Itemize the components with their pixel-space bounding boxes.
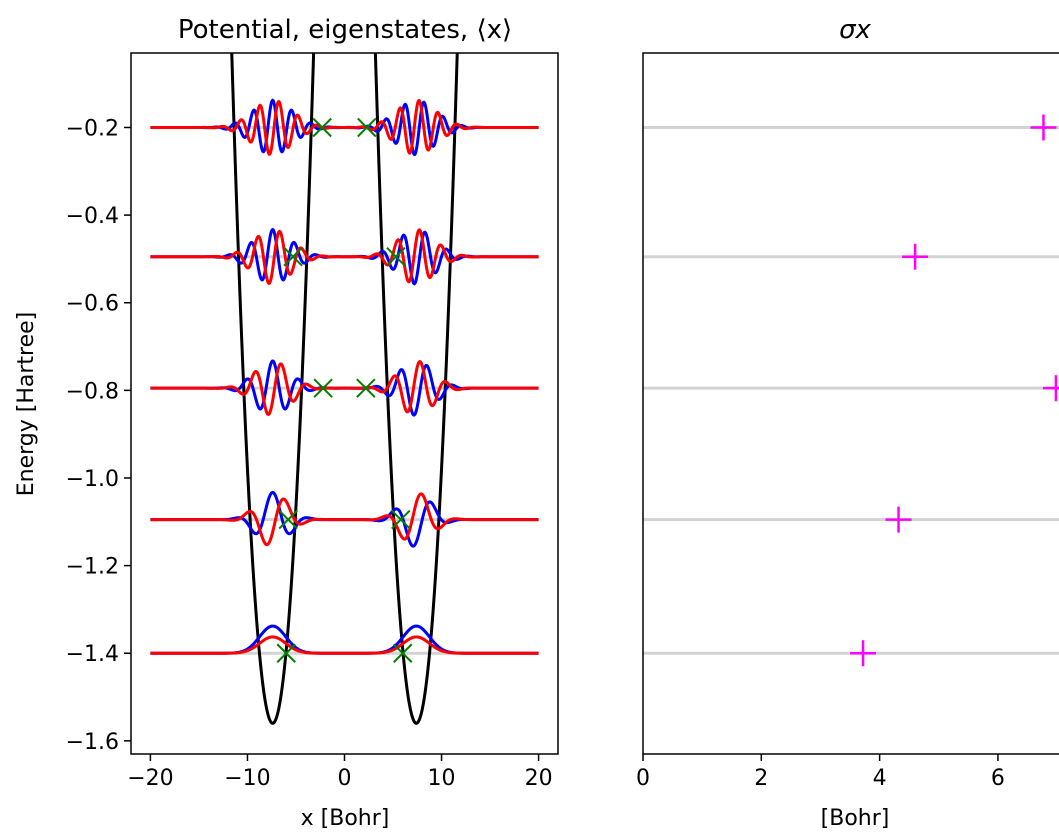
wavefunction-imag-curve: [150, 228, 539, 285]
sigma-marker: [1030, 114, 1057, 141]
left-y-axis-label: Energy [Hartree]: [14, 312, 39, 497]
sigma-marker: [885, 506, 912, 533]
left-x-axis-label: x [Bohr]: [301, 806, 390, 831]
expectation-x-marker: [386, 247, 406, 267]
left-y-tick: −1.2: [66, 555, 131, 580]
right-x-tick: 6: [991, 754, 1005, 791]
left-y-tick: −0.8: [66, 379, 131, 404]
right-plot-area: [643, 114, 1059, 667]
right-x-tick-label: 6: [991, 766, 1005, 791]
wavefunction-real-curve: [150, 624, 539, 655]
expectation-markers: [276, 117, 413, 663]
left-y-tick: −0.2: [66, 116, 131, 141]
right-x-tick-label: 2: [754, 766, 768, 791]
wavefunction-imag-curve: [150, 492, 539, 547]
left-panel: −20 −10 0 10 20 −1.6 −1.4 −1.2 −1.0 −0.8 −0.6 −0.4…: [14, 15, 559, 831]
expectation-x-marker: [312, 117, 332, 138]
left-x-tick-label: 10: [428, 766, 456, 791]
left-x-tick-label: 0: [338, 766, 352, 791]
right-panel: 0 2 4 6 σx [Bohr]: [636, 15, 1059, 831]
left-y-ticks: −1.6 −1.4 −1.2 −1.0 −0.8 −0.6 −0.4 −0.2: [66, 116, 131, 755]
left-x-ticks: −20 −10 0 10 20: [127, 754, 553, 791]
sigma-marker: [850, 640, 877, 667]
wavefunction-imag-curve: [150, 99, 539, 156]
wavefunction-imag-curve: [150, 360, 539, 417]
right-x-tick: 0: [636, 754, 650, 791]
left-y-tick: −1.6: [66, 730, 131, 755]
expectation-x-marker: [283, 247, 303, 267]
left-y-tick-label: −1.6: [66, 730, 119, 755]
wavefunction-imag-curve: [150, 635, 539, 655]
right-x-tick-label: 4: [873, 766, 887, 791]
left-x-tick: −10: [224, 754, 271, 791]
expectation-x-marker: [356, 378, 376, 398]
potential-curve: [230, 53, 459, 725]
left-y-tick: −0.4: [66, 204, 131, 229]
left-y-tick-label: −0.4: [66, 204, 119, 229]
left-x-tick: −20: [127, 754, 174, 791]
left-y-tick: −0.6: [66, 292, 131, 317]
left-y-tick-label: −1.4: [66, 642, 119, 667]
expectation-x-marker: [393, 643, 413, 663]
expectation-x-marker: [313, 378, 333, 398]
left-y-tick: −1.0: [66, 467, 131, 492]
left-y-tick-label: −1.0: [66, 467, 119, 492]
right-energy-level-lines: [643, 125, 1059, 655]
right-axes-frame: [642, 52, 1059, 755]
left-plot-area: [150, 53, 539, 725]
sigma-markers: [850, 114, 1059, 667]
left-x-tick-label: 20: [525, 766, 553, 791]
right-x-ticks: 0 2 4 6: [636, 754, 1005, 791]
left-y-tick-label: −0.6: [66, 292, 119, 317]
expectation-x-marker: [278, 509, 298, 530]
left-y-tick: −1.4: [66, 642, 131, 667]
left-y-tick-label: −0.8: [66, 379, 119, 404]
expectation-x-marker: [391, 509, 411, 530]
sigma-marker: [1042, 375, 1059, 402]
left-x-tick: 0: [338, 754, 352, 791]
right-chart-title: σx: [839, 15, 871, 45]
left-x-tick: 10: [428, 754, 456, 791]
left-y-tick-label: −0.2: [66, 116, 119, 141]
left-axes-frame: [130, 52, 559, 755]
left-chart-title: Potential, eigenstates, ⟨x⟩: [178, 15, 512, 45]
expectation-x-marker: [276, 643, 296, 663]
right-x-tick-label: 0: [636, 766, 650, 791]
wavefunctions: [150, 98, 539, 655]
expectation-x-marker: [357, 117, 377, 138]
right-x-tick: 4: [873, 754, 887, 791]
left-y-tick-label: −1.2: [66, 555, 119, 580]
energy-level-lines: [150, 125, 539, 655]
right-x-tick: 2: [754, 754, 768, 791]
left-x-tick: 20: [525, 754, 553, 791]
sigma-marker: [902, 243, 929, 270]
left-x-tick-label: −10: [224, 766, 270, 791]
right-x-axis-label: [Bohr]: [821, 806, 890, 831]
left-x-tick-label: −20: [127, 766, 173, 791]
